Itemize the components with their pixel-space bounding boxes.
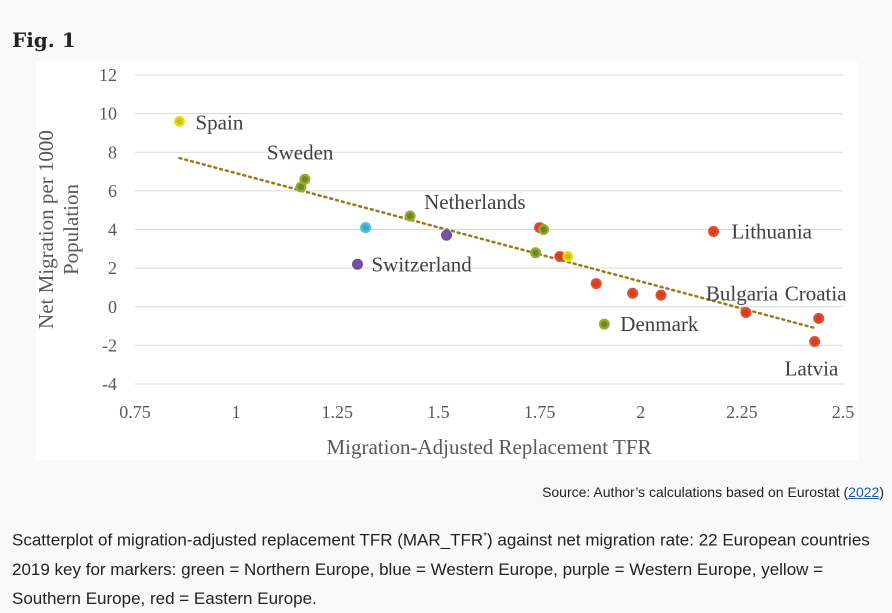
data-point [629, 290, 636, 297]
x-tick-label: 2.25 [726, 402, 758, 422]
data-point [815, 315, 822, 322]
data-point [556, 253, 563, 260]
y-tick-label: 0 [108, 297, 117, 317]
data-point [176, 118, 183, 125]
y-tick-label: 12 [99, 65, 117, 85]
data-point [593, 280, 600, 287]
y-tick-label: 10 [99, 104, 117, 124]
x-tick-label: 1.25 [322, 402, 354, 422]
x-tick-label: 1.5 [427, 402, 450, 422]
figure-caption: Scatterplot of migration-adjusted replac… [12, 522, 888, 613]
source-note: Source: Author’s calculations based on E… [542, 484, 884, 500]
data-point [443, 232, 450, 239]
x-tick-label: 1.75 [524, 402, 556, 422]
data-point [301, 176, 309, 183]
point-label: Netherlands [424, 190, 525, 214]
x-tick-label: 2 [636, 402, 645, 422]
caption-part1: Scatterplot of migration-adjusted replac… [12, 530, 484, 550]
source-prefix: Source: Author’s calculations based on E… [542, 484, 849, 500]
data-point [710, 228, 717, 235]
data-point [297, 183, 305, 191]
data-point [354, 261, 361, 268]
y-tick-label: 6 [108, 181, 117, 201]
point-label: Latvia [785, 357, 839, 381]
y-tick-label: 4 [108, 220, 117, 240]
caption-part2: ) against net migration rate: 22 Europea… [12, 530, 870, 608]
x-tick-label: 0.75 [119, 402, 151, 422]
y-axis-title-line1: Net Migration per 1000 [36, 130, 58, 329]
chart-svg: 12 10 8 6 4 2 0 -2 -40.75 1 1.25 1.5 1.75 2 2.25 2.5 Mig… [34, 65, 855, 459]
figure-label: Fig. 1 [12, 28, 76, 52]
y-tick-label: -4 [102, 374, 117, 394]
point-label: Denmark [620, 312, 699, 336]
y-axis-title-line2: Population [59, 184, 83, 276]
y-tick-label: 8 [108, 142, 117, 162]
point-label: Spain [196, 110, 244, 134]
x-tick-label: 2.5 [832, 402, 855, 422]
data-point [362, 224, 369, 231]
data-point [657, 291, 665, 299]
source-suffix: ) [879, 484, 884, 500]
y-tick-label: 2 [108, 258, 117, 278]
data-point [406, 212, 414, 220]
scatter-chart: 12 10 8 6 4 2 0 -2 -4 0.75 1 1.25 1.5 1.75 2 2.25 2.5 Mig… [34, 62, 858, 460]
point-label: Croatia [785, 281, 847, 305]
point-label: Sweden [267, 140, 334, 164]
point-label: Lithuania [732, 219, 813, 243]
source-link[interactable]: 2022 [848, 484, 880, 500]
caption-superscript: * [483, 531, 488, 542]
point-label: Bulgaria [706, 282, 779, 306]
data-point [564, 253, 572, 260]
data-point [742, 309, 750, 316]
data-point [532, 249, 539, 256]
x-axis-title: Migration-Adjusted Replacement TFR [326, 435, 651, 459]
data-point [811, 338, 818, 345]
y-tick-label: -2 [102, 335, 117, 355]
trendline [178, 156, 816, 330]
point-label: Switzerland [372, 252, 473, 276]
data-point [540, 226, 547, 233]
data-point [601, 320, 608, 328]
x-tick-label: 1 [232, 402, 241, 422]
